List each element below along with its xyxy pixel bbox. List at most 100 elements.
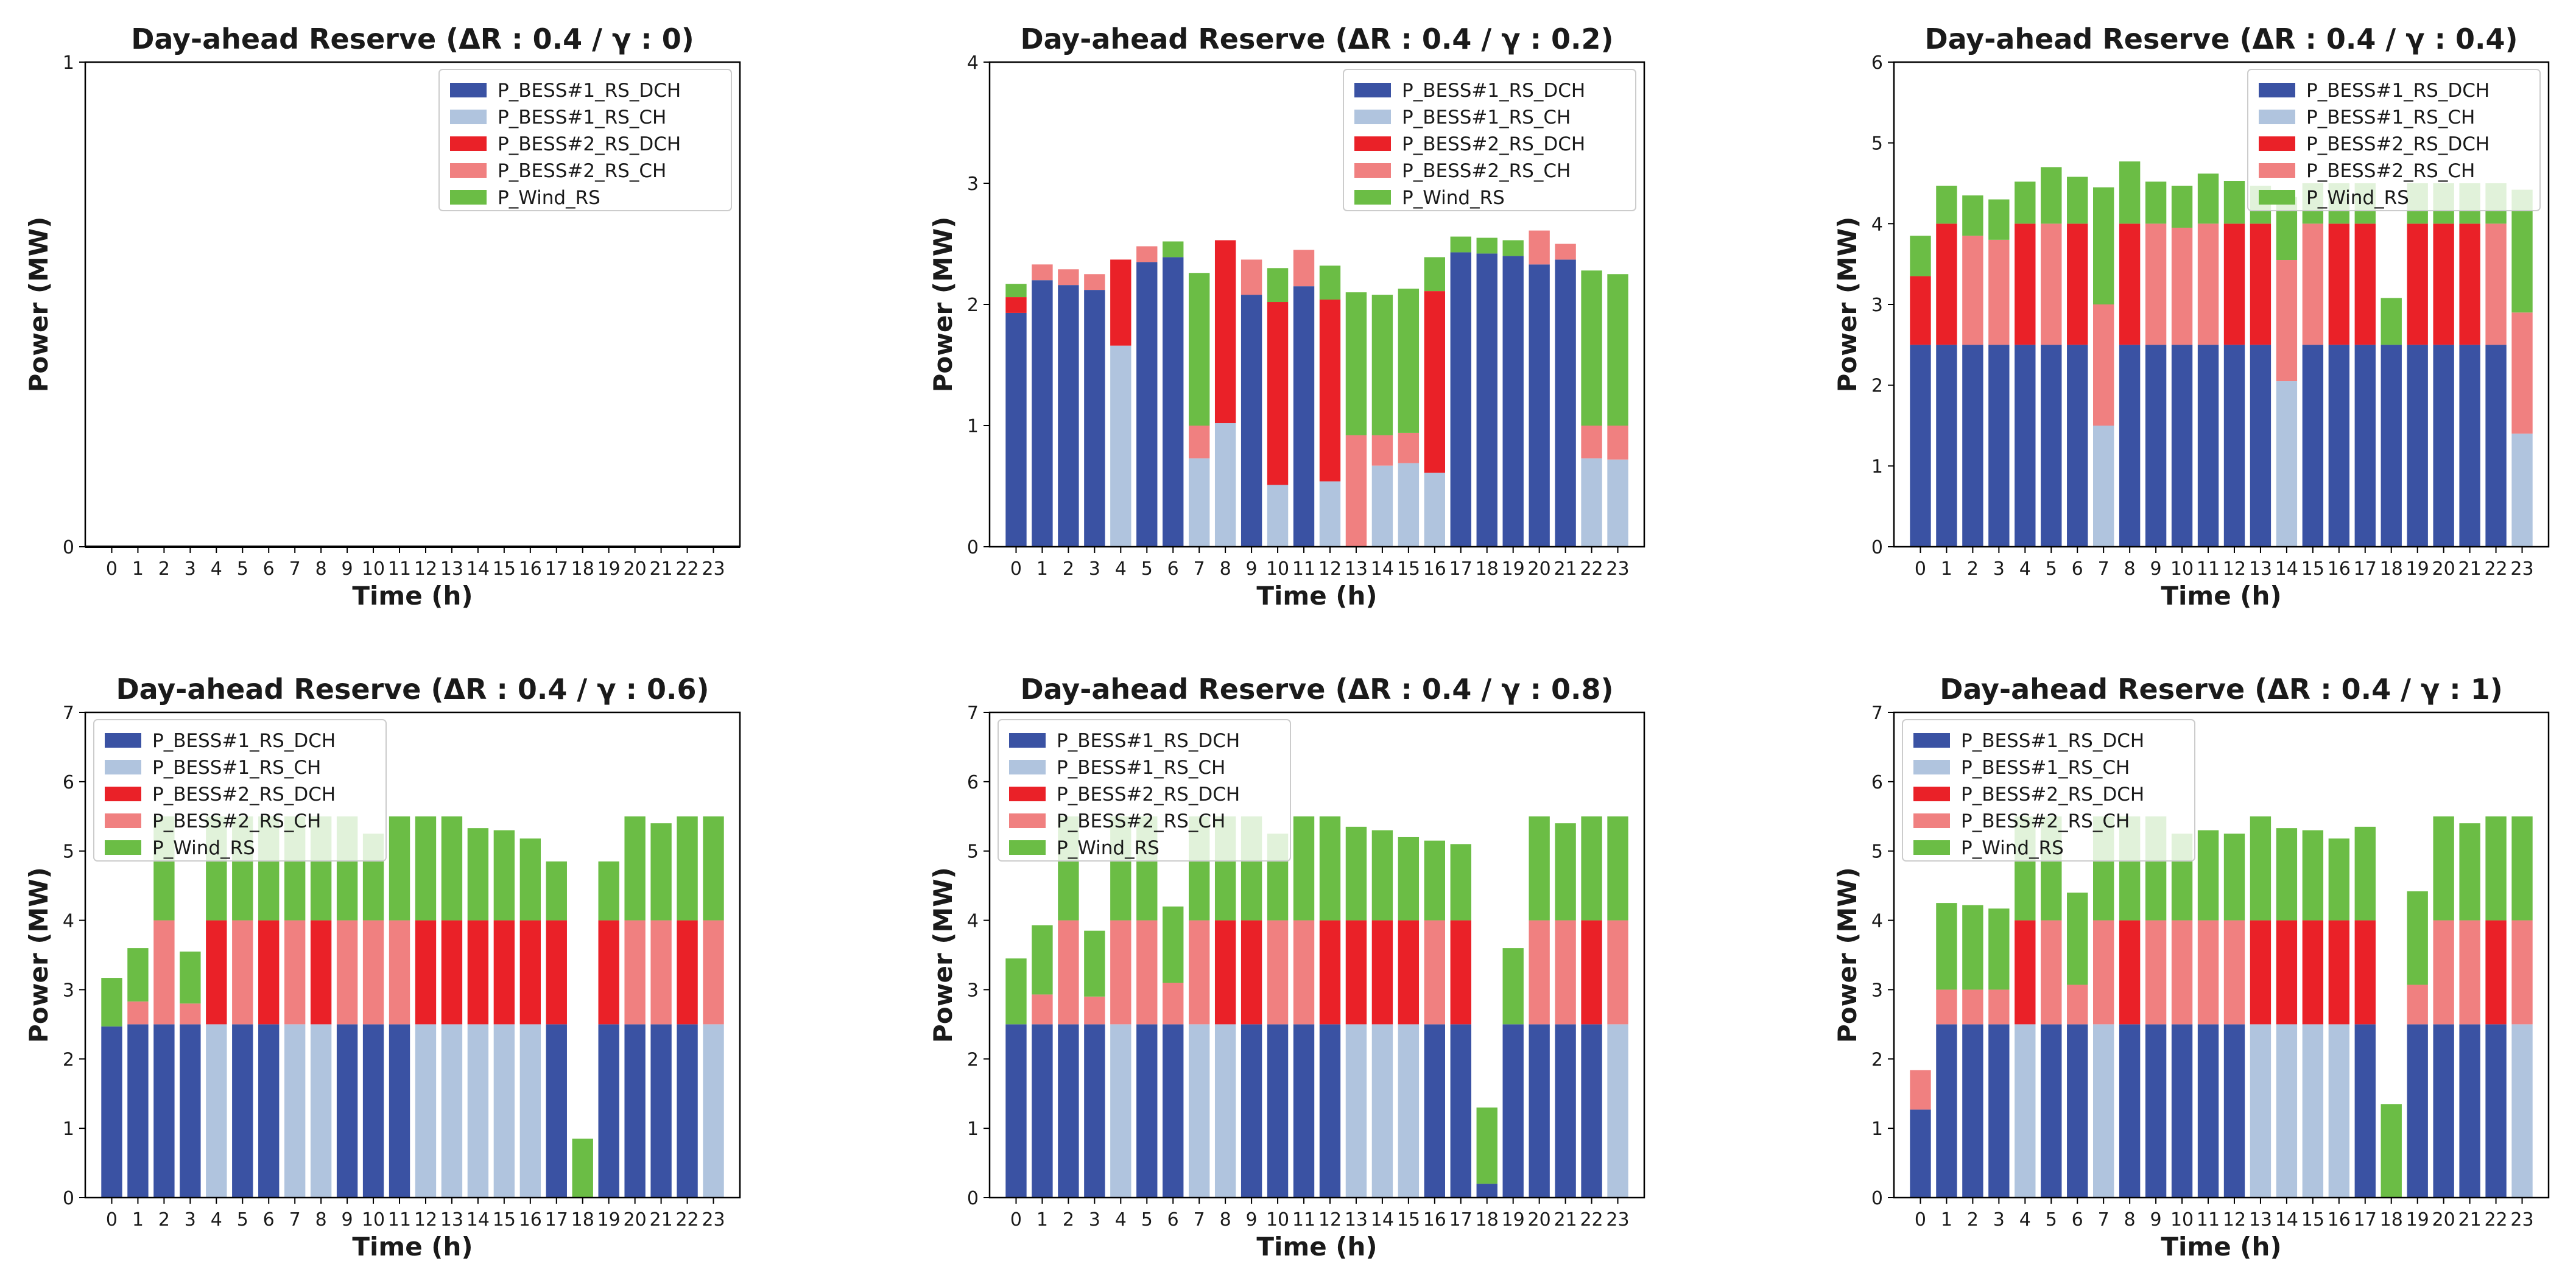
x-tick-label: 15 [2301,558,2324,580]
bar-p-bess-1-rs-dch-h20 [624,1024,646,1198]
bar-p-bess-1-rs-ch-h4 [2015,1024,2036,1198]
bar-p-bess-1-rs-ch-h16 [519,1024,541,1198]
x-tick-label: 7 [289,1209,301,1231]
y-tick-label: 2 [1871,1049,1883,1070]
bar-p-wind-rs-h12 [1319,816,1341,921]
bar-p-bess-1-rs-dch-h10 [2171,1024,2193,1198]
x-tick-label: 23 [702,1209,725,1231]
bar-p-wind-rs-h0 [1005,958,1027,1025]
legend-label: P_BESS#1_RS_DCH [1961,730,2144,752]
x-tick-label: 0 [1915,558,1926,580]
bar-p-bess-1-rs-dch-h17 [2354,345,2376,547]
bar-p-wind-rs-h8 [2119,161,2141,224]
x-tick-label: 18 [2380,558,2403,580]
legend-label: P_BESS#1_RS_CH [1057,757,1225,779]
bar-p-wind-rs-h22 [1581,816,1602,921]
bar-p-bess-2-rs-ch-h20 [1529,230,1550,265]
bar-p-wind-rs-h17 [2354,826,2376,921]
x-tick-label: 22 [675,558,699,580]
y-tick-label: 1 [1871,1118,1883,1140]
bar-p-bess-1-rs-dch-h5 [2041,345,2062,547]
bar-p-bess-2-rs-ch-h23 [1607,426,1628,460]
legend-label: P_Wind_RS [152,837,255,859]
bar-p-bess-1-rs-dch-h3 [1988,1024,2010,1198]
bar-p-bess-1-rs-ch-h12 [415,1024,437,1198]
x-tick-label: 0 [1915,1209,1926,1231]
bar-p-bess-1-rs-dch-h18 [1476,1184,1497,1198]
x-tick-label: 14 [2275,558,2298,580]
bar-p-bess-2-rs-dch-h6 [258,920,280,1025]
bar-p-wind-rs-h19 [1502,240,1524,256]
x-tick-label: 6 [1167,1209,1179,1231]
bar-p-bess-1-rs-dch-h9 [336,1024,358,1198]
bar-p-bess-1-rs-dch-h2 [1058,285,1079,547]
x-tick-label: 22 [675,1209,699,1231]
x-tick-label: 17 [1449,1209,1473,1231]
x-tick-label: 11 [2197,1209,2220,1231]
x-tick-label: 23 [1606,558,1629,580]
x-tick-label: 17 [2354,1209,2377,1231]
bar-p-wind-rs-h1 [127,948,149,1002]
x-tick-label: 20 [2432,1209,2455,1231]
bar-p-bess-1-rs-dch-h10 [362,1024,384,1198]
x-tick-label: 5 [2046,558,2057,580]
legend-box [2247,69,2541,211]
bar-p-wind-rs-h15 [2302,830,2324,921]
bar-p-wind-rs-h1 [1032,925,1053,995]
plot-frame [1893,711,2550,1199]
y-axis-label: Power (MW) [928,867,958,1043]
bar-p-wind-rs-h12 [415,816,437,921]
x-axis-label: Time (h) [1256,581,1377,611]
bar-p-wind-rs-h21 [2459,823,2480,921]
x-tick-label: 16 [519,558,542,580]
x-tick-label: 1 [132,558,144,580]
x-tick-label: 13 [2249,1209,2272,1231]
y-tick-label: 6 [967,772,979,793]
x-tick-label: 18 [1476,1209,1499,1231]
legend-swatch [1913,760,1950,774]
bar-p-bess-2-rs-dch-h8 [2119,223,2141,345]
bar-p-bess-1-rs-dch-h3 [1988,345,2010,547]
bar-p-bess-2-rs-ch-h15 [1398,432,1420,463]
bar-p-bess-2-rs-ch-h3 [1084,996,1105,1025]
bar-p-bess-2-rs-dch-h16 [519,920,541,1025]
legend-label: P_Wind_RS [1961,837,2064,859]
bar-p-wind-rs-h3 [1988,908,2010,990]
bar-p-bess-1-rs-dch-h11 [389,1024,410,1198]
bar-p-bess-1-rs-dch-h11 [1293,286,1315,547]
bar-p-bess-1-rs-dch-h20 [1529,1024,1550,1198]
legend-swatch [105,760,141,774]
x-tick-label: 2 [1063,558,1074,580]
legend-label: P_BESS#2_RS_DCH [2306,133,2490,155]
bar-p-bess-1-rs-dch-h19 [1502,1024,1524,1198]
bar-p-bess-2-rs-ch-h3 [1084,274,1105,290]
bar-p-wind-rs-h19 [2407,891,2428,985]
x-tick-label: 6 [2072,1209,2083,1231]
bar-p-wind-rs-h22 [1581,270,1602,426]
bar-p-wind-rs-h4 [2015,181,2036,224]
bar-p-bess-2-rs-ch-h13 [1345,435,1367,547]
legend-swatch [450,136,487,151]
bar-p-bess-1-rs-ch-h23 [2511,1024,2533,1198]
bar-p-wind-rs-h6 [2067,893,2088,985]
bar-p-wind-rs-h18 [2381,1104,2402,1198]
bar-p-bess-1-rs-dch-h21 [2459,345,2480,547]
bar-p-bess-2-rs-ch-h2 [1058,920,1079,1025]
bar-p-bess-2-rs-ch-h23 [2511,312,2533,434]
bar-p-bess-2-rs-ch-h1 [127,1001,149,1025]
bar-p-bess-2-rs-dch-h19 [598,920,619,1025]
y-axis-label: Power (MW) [24,867,54,1043]
x-tick-label: 21 [1554,1209,1577,1231]
legend: P_BESS#1_RS_DCH P_BESS#1_RS_CH P_BESS#2_RS… [438,69,732,211]
x-tick-label: 16 [1423,1209,1446,1231]
x-tick-label: 11 [388,558,411,580]
y-tick-label: 4 [967,911,979,932]
bar-p-bess-1-rs-ch-h10 [1267,485,1289,547]
y-tick-label: 0 [967,1188,979,1209]
x-tick-label: 23 [1606,1209,1629,1231]
x-axis-label: Time (h) [352,581,473,611]
bar-p-bess-1-rs-dch-h20 [2433,1024,2454,1198]
x-tick-label: 8 [315,558,327,580]
y-tick-label: 2 [967,295,979,316]
bar-p-bess-2-rs-dch-h20 [2433,223,2454,345]
